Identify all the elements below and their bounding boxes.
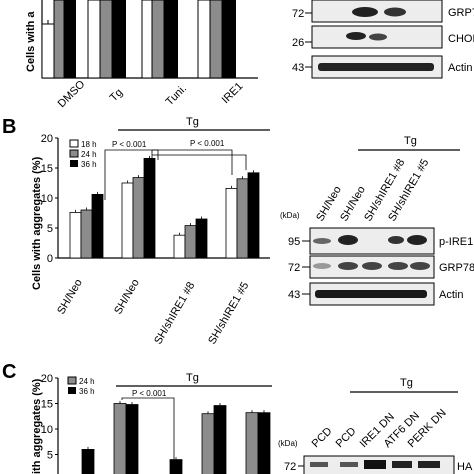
panel-b-band-actin: Actin <box>439 289 463 301</box>
panel-b-kda: (kDa) <box>280 211 300 220</box>
panel-b-bar <box>247 172 260 259</box>
panel-b-bar <box>173 234 186 259</box>
legend-swatch-36h <box>70 160 78 167</box>
panel-b-bar <box>195 218 208 259</box>
panel-c-bar <box>125 404 139 474</box>
panel-c-axes: 5 10 15 20 <box>41 373 59 474</box>
panel-c-legend: 24 h 36 h <box>67 376 95 396</box>
panel-b-bars <box>69 155 260 259</box>
panel-b-cat-2: SH/Neo <box>112 277 142 316</box>
panel-c-letter: C <box>2 361 16 383</box>
panel-b-band-pire1: p-IRE1 <box>439 236 473 248</box>
legend-18h: 18 h <box>81 140 97 149</box>
panel-c-lane-1: PCD <box>310 425 335 450</box>
panel-b-tg-label: Tg <box>186 116 199 128</box>
panel-b-bar <box>143 157 156 259</box>
panel-a-marker-43: 43 <box>292 62 304 74</box>
panel-a-band-grp78: GRP78 <box>448 7 474 19</box>
panel-b-bar <box>236 178 249 259</box>
legend-c-24h: 24 h <box>79 377 95 386</box>
panel-a-band-actin: Actin <box>448 62 472 74</box>
panel-b-blot: Tg SH/Neo SH/Neo SH/shIRE1 #8 SH/shIRE1 … <box>280 135 474 306</box>
panel-b-bar <box>91 193 104 259</box>
panel-a-cat-tuni: Tuni. <box>164 83 189 108</box>
panel-b-ylabel: Cells with aggregates (%) <box>31 156 43 290</box>
panel-a-cat-ire1: IRE1 <box>220 80 246 106</box>
panel-a-blot: 72 26 43 GRP78 CHOP Actin <box>292 0 474 79</box>
legend-swatch-18h <box>69 139 79 148</box>
panel-b-blot-tg: Tg <box>404 135 417 147</box>
panel-c-bar <box>213 405 227 474</box>
panel-c-bar <box>257 412 271 474</box>
panel-b-letter: B <box>2 116 16 138</box>
panel-b-cat-1: SH/Neo <box>55 277 85 316</box>
panel-a-band-chop: CHOP <box>448 33 474 45</box>
panel-c-bar <box>201 413 215 474</box>
panel-b-bar <box>121 182 134 259</box>
panel-b-bar <box>132 177 145 259</box>
panel-c-blot: Tg PCD PCD IRE1 DN ATF6 DN PERK DN (kDa)… <box>278 377 473 474</box>
panel-b-ytick-label: 0 <box>47 253 53 265</box>
panel-c-bar <box>81 448 95 474</box>
panel-b-ytick-label: 10 <box>41 193 53 205</box>
panel-b-band-grp78: GRP78 <box>439 262 474 274</box>
legend-c-swatch-24h <box>67 376 77 385</box>
panel-c-bar <box>245 412 259 474</box>
legend-36h: 36 h <box>81 160 97 169</box>
panel-b-legend: 18 h 24 h 36 h <box>69 139 97 169</box>
panel-c-tg-label: Tg <box>186 372 199 384</box>
legend-24h: 24 h <box>81 150 97 159</box>
legend-c-swatch-36h <box>68 387 76 394</box>
panel-a-cat-dmso: DMSO <box>56 78 88 110</box>
panel-a-cat-tg: Tg <box>108 87 126 105</box>
panel-b-marker-43: 43 <box>288 289 300 301</box>
panel-c-pvalue: P < 0.001 <box>132 389 167 398</box>
panel-b-ytick-label: 20 <box>41 133 53 145</box>
panel-c-ytick-label: 10 <box>41 424 53 436</box>
panel-b-ytick-label: 15 <box>41 163 53 175</box>
panel-c-ytick-label: 15 <box>41 399 53 411</box>
panel-c-ytick-label: 5 <box>47 450 53 462</box>
panel-c-bar <box>169 459 183 474</box>
panel-c-marker-72: 72 <box>284 461 296 473</box>
panel-c-ylabel: ith aggregates (%) <box>31 378 43 474</box>
panel-b-marker-95: 95 <box>288 236 300 248</box>
panel-a-marker-26: 26 <box>292 37 304 49</box>
legend-c-36h: 36 h <box>79 387 95 396</box>
panel-b-chart: Cells with aggregates (%) 0 5 10 15 20 18 h … <box>31 116 270 347</box>
panel-c-ytick-label: 20 <box>41 373 53 385</box>
panel-b-bar <box>80 209 93 259</box>
panel-b-marker-72: 72 <box>288 262 300 274</box>
legend-swatch-24h <box>69 149 79 158</box>
panel-b-pvalue-1: P < 0.001 <box>112 140 147 149</box>
panel-c-blot-tg: Tg <box>400 377 413 389</box>
panel-a-chart: Cells with a DMSO Tg Tuni. IRE1 <box>25 0 258 110</box>
panel-c-kda: (kDa) <box>278 439 298 448</box>
panel-a-marker-72: 72 <box>292 8 304 20</box>
panel-b-bar <box>225 187 238 259</box>
panel-b-bar <box>69 211 82 259</box>
panel-a-ylabel: Cells with a <box>25 11 37 72</box>
panel-c-bars <box>81 401 271 474</box>
panel-b-bar <box>184 225 197 259</box>
panel-b-pvalue-2: P < 0.001 <box>190 139 225 148</box>
panel-b-cat-4: SH/shIRE1 #5 <box>206 280 251 346</box>
panel-c-band-ha: HA <box>457 461 473 473</box>
panel-b-cat-3: SH/shIRE1 #8 <box>152 280 197 346</box>
panel-b-ytick-label: 5 <box>47 223 53 235</box>
panel-c-lane-2: PCD <box>334 425 359 450</box>
panel-c-bar <box>113 403 127 474</box>
